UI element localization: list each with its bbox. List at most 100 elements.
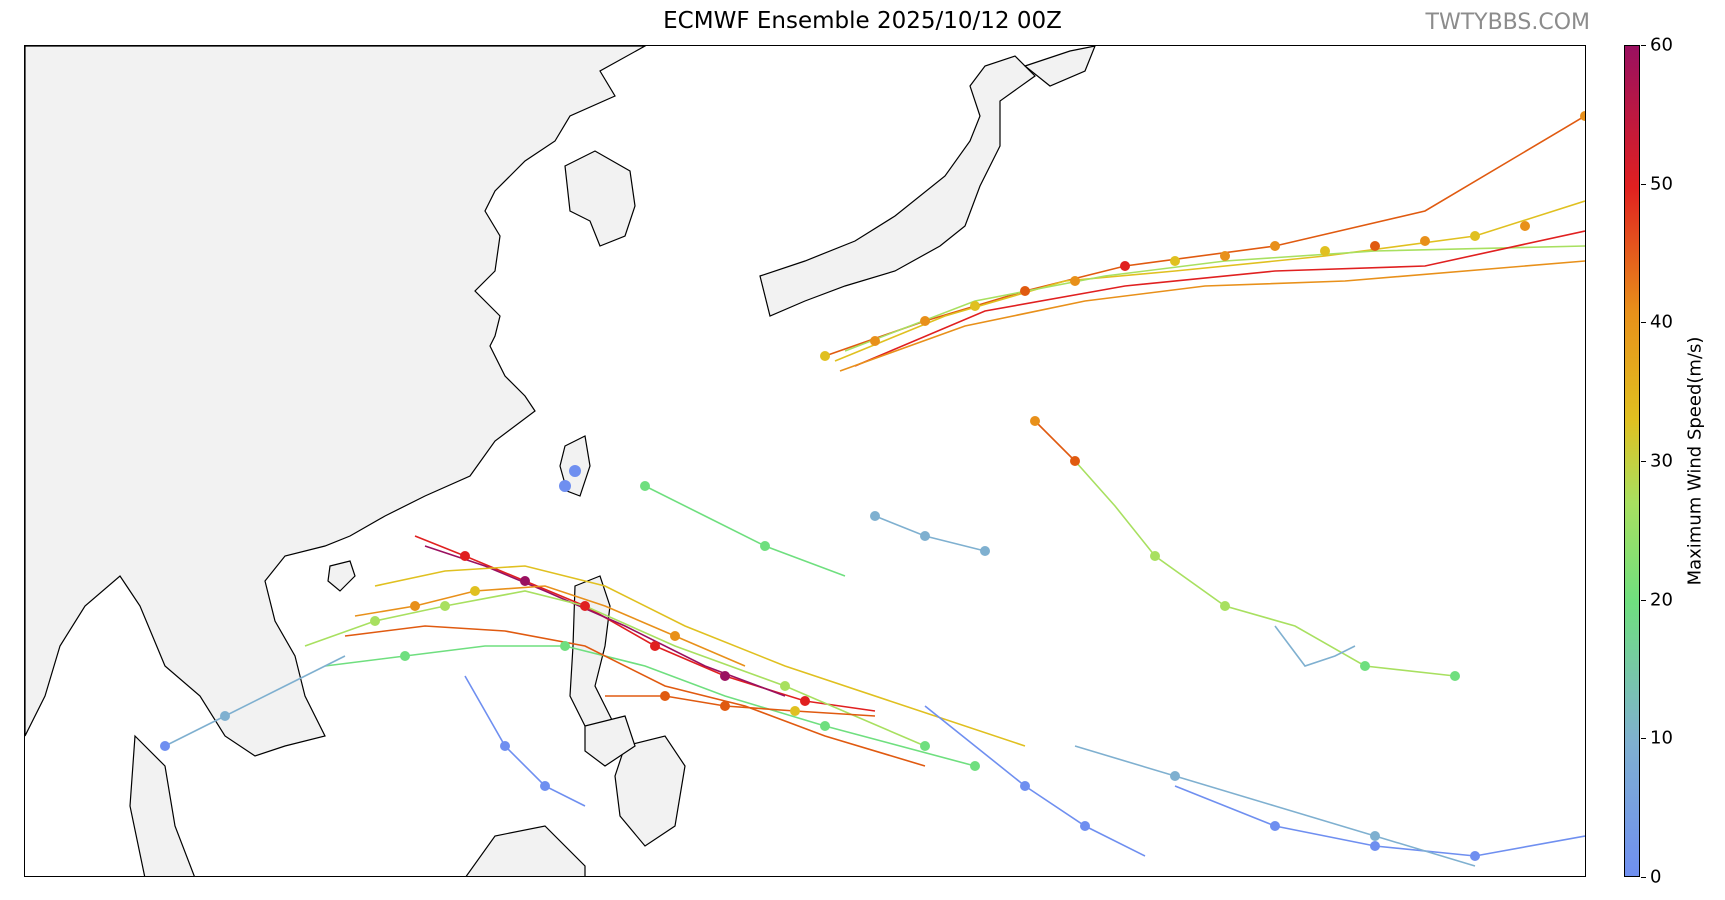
track-point [870,511,880,521]
track-point [1370,831,1380,841]
track-point [470,586,480,596]
track-point [569,465,581,477]
colorbar-tick-label: 10 [1650,727,1673,749]
track-point [1450,671,1460,681]
track-point [220,711,230,721]
mindanao [614,735,686,847]
track-point [1070,276,1080,286]
track-point [870,336,880,346]
track-north-3 [844,245,1585,352]
colorbar-tick-label: 30 [1650,450,1673,472]
colorbar-tick [1641,600,1646,601]
track-point [1220,251,1230,261]
track-central-1 [1034,420,1076,462]
track-point [560,641,570,651]
track-point [1020,286,1030,296]
track-central-3 [874,515,986,552]
track-point [1360,661,1370,671]
track-point [440,601,450,611]
track-central-4 [644,485,846,577]
track-point [1120,261,1130,271]
track-point [1030,416,1040,426]
track-point [500,741,510,751]
japan-hokkaido [1023,46,1096,87]
colorbar [1624,45,1640,877]
track-point [720,671,730,681]
colorbar-tick [1641,45,1646,46]
track-point [540,781,550,791]
track-east-weak-1 [924,705,1146,857]
colorbar-tick-label: 0 [1650,866,1662,888]
track-point [1170,771,1180,781]
track-point [980,546,990,556]
colorbar-tick [1641,877,1646,878]
track-point [1520,221,1530,231]
malay-peninsula [129,734,195,876]
colorbar-tick-label: 50 [1650,173,1673,195]
track-point [660,691,670,701]
colorbar-tick [1641,461,1646,462]
map-panel [24,45,1586,877]
track-point [1320,246,1330,256]
track-point [720,701,730,711]
colorbar-title: Maximum Wind Speed(m/s) [1684,336,1706,586]
track-points [160,111,1585,861]
track-point [970,301,980,311]
track-point [970,761,980,771]
track-point [820,351,830,361]
asia-mainland [25,46,647,757]
track-scs-1 [414,535,876,712]
track-point [800,696,810,706]
track-point [559,480,571,492]
colorbar-tick-label: 40 [1650,311,1673,333]
track-east-weak-2 [1174,785,1585,857]
track-point [580,601,590,611]
track-point [780,681,790,691]
track-point [1470,851,1480,861]
track-central-2 [1074,460,1456,677]
track-scs-7 [344,625,926,767]
track-point [460,551,470,561]
track-north-4 [854,230,1585,367]
track-point [1220,601,1230,611]
track-gulf-thailand [164,655,346,747]
track-point [650,641,660,651]
track-point [370,616,380,626]
track-point [1070,456,1080,466]
track-point [1270,241,1280,251]
track-east-weak-3 [1074,745,1476,867]
track-point [1020,781,1030,791]
colorbar-tick [1641,184,1646,185]
track-sw-weak [464,675,586,807]
land-layer [25,46,1096,876]
japan-honshu [759,55,1036,317]
track-point [410,601,420,611]
track-point [1080,821,1090,831]
track-point [160,741,170,751]
track-point [1270,821,1280,831]
track-point [640,481,650,491]
colorbar-tick-label: 20 [1650,589,1673,611]
track-point [920,316,930,326]
track-point [1370,241,1380,251]
colorbar-tick [1641,738,1646,739]
track-point [920,531,930,541]
borneo [465,825,586,876]
track-point [1420,236,1430,246]
track-north-5 [839,260,1585,372]
track-point [790,706,800,716]
watermark: TWTYBBS.COM [1425,10,1590,35]
map-svg [25,46,1585,876]
colorbar-tick-label: 60 [1650,34,1673,56]
visayas [584,715,636,767]
track-point [1370,841,1380,851]
track-point [820,721,830,731]
hainan [327,560,356,592]
track-point [520,576,530,586]
track-point [1150,551,1160,561]
track-central-5 [1274,625,1356,667]
colorbar-tick [1641,322,1646,323]
track-point [760,541,770,551]
track-point [920,741,930,751]
track-point [1170,256,1180,266]
